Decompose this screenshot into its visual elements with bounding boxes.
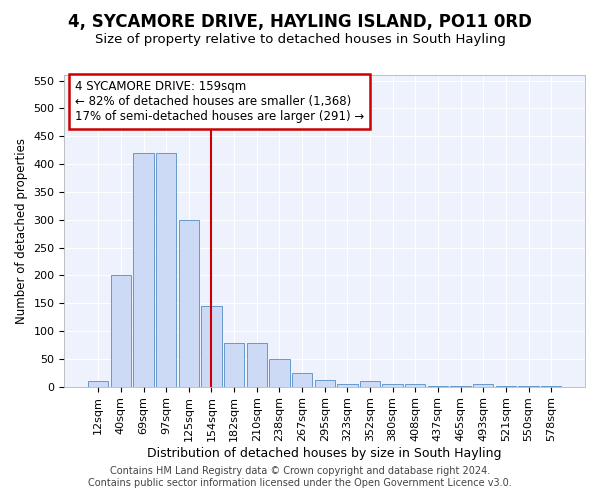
Text: 4 SYCAMORE DRIVE: 159sqm
← 82% of detached houses are smaller (1,368)
17% of sem: 4 SYCAMORE DRIVE: 159sqm ← 82% of detach… — [75, 80, 364, 122]
Bar — [156, 153, 176, 386]
Bar — [88, 381, 109, 386]
X-axis label: Distribution of detached houses by size in South Hayling: Distribution of detached houses by size … — [148, 447, 502, 460]
Bar — [247, 344, 267, 386]
Bar — [382, 384, 403, 386]
Text: 4, SYCAMORE DRIVE, HAYLING ISLAND, PO11 0RD: 4, SYCAMORE DRIVE, HAYLING ISLAND, PO11 … — [68, 12, 532, 30]
Y-axis label: Number of detached properties: Number of detached properties — [15, 138, 28, 324]
Text: Size of property relative to detached houses in South Hayling: Size of property relative to detached ho… — [95, 32, 505, 46]
Bar — [224, 344, 244, 386]
Bar — [292, 373, 312, 386]
Bar — [314, 380, 335, 386]
Text: Contains HM Land Registry data © Crown copyright and database right 2024.
Contai: Contains HM Land Registry data © Crown c… — [88, 466, 512, 487]
Bar — [201, 306, 221, 386]
Bar — [473, 384, 493, 386]
Bar — [133, 153, 154, 386]
Bar — [360, 381, 380, 386]
Bar — [111, 276, 131, 386]
Bar — [405, 384, 425, 386]
Bar — [269, 359, 290, 386]
Bar — [337, 384, 358, 386]
Bar — [179, 220, 199, 386]
